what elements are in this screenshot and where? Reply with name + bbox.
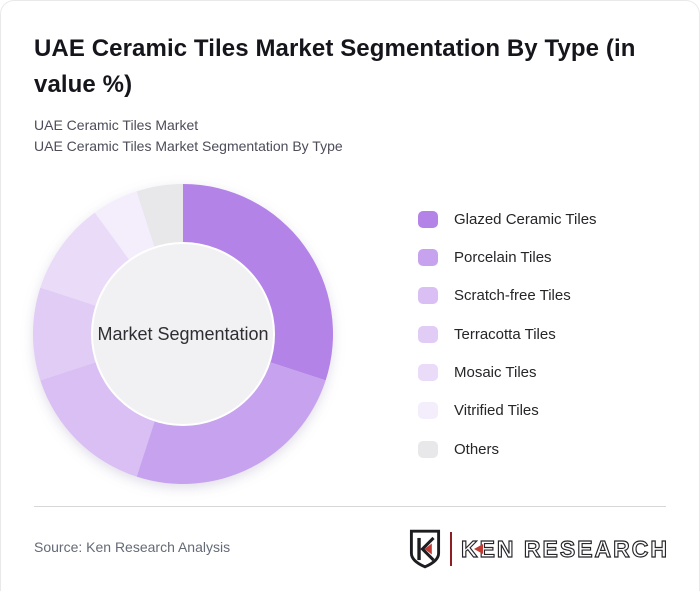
legend-label: Terracotta Tiles <box>454 325 556 343</box>
legend-label: Porcelain Tiles <box>454 248 552 266</box>
legend-item-4[interactable]: Terracotta Tiles <box>418 325 597 343</box>
legend-label: Scratch-free Tiles <box>454 287 571 305</box>
logo-shield-icon <box>409 529 440 569</box>
source-text: Source: Ken Research Analysis <box>34 539 231 555</box>
legend-item-1[interactable]: Glazed Ceramic Tiles <box>418 210 597 228</box>
logo-wordmark-k: K <box>460 535 483 563</box>
legend-label: Others <box>454 440 500 458</box>
chart-legend: Glazed Ceramic Tiles Porcelain Tiles Scr… <box>418 210 597 479</box>
chart-subtitles: UAE Ceramic Tiles Market UAE Ceramic Til… <box>34 115 343 157</box>
donut-segment-4[interactable] <box>32 287 98 381</box>
legend-item-7[interactable]: Others <box>418 440 597 458</box>
page-title: UAE Ceramic Tiles Market Segmentation By… <box>34 35 636 98</box>
legend-item-3[interactable]: Scratch-free Tiles <box>418 287 597 305</box>
legend-swatch <box>418 402 438 420</box>
legend-item-5[interactable]: Mosaic Tiles <box>418 364 597 382</box>
ken-research-logo: K EN RESEARCH <box>408 528 669 570</box>
logo-separator <box>449 532 452 566</box>
legend-swatch <box>418 210 438 228</box>
legend-item-6[interactable]: Vitrified Tiles <box>418 402 597 420</box>
legend-swatch <box>418 440 438 458</box>
donut-segment-2[interactable] <box>136 361 326 485</box>
subtitle-line-2: UAE Ceramic Tiles Market Segmentation By… <box>34 138 343 154</box>
donut-center-circle <box>91 242 275 426</box>
donut-chart: Market Segmentation <box>28 179 338 489</box>
footer-divider <box>34 506 666 507</box>
logo-red-triangle-icon <box>473 544 483 554</box>
legend-label: Glazed Ceramic Tiles <box>454 210 597 228</box>
legend-swatch <box>418 364 438 382</box>
logo-wordmark-rest: EN RESEARCH <box>479 535 669 562</box>
donut-segment-3[interactable] <box>40 361 156 477</box>
legend-swatch <box>418 287 438 305</box>
logo-wordmark: K EN RESEARCH <box>460 535 669 563</box>
donut-chart-svg <box>32 184 334 485</box>
legend-label: Mosaic Tiles <box>454 364 537 382</box>
donut-segment-6[interactable] <box>94 191 156 262</box>
legend-swatch <box>418 248 438 266</box>
subtitle-line-1: UAE Ceramic Tiles Market <box>34 117 199 133</box>
legend-label: Vitrified Tiles <box>454 402 539 420</box>
donut-segment-7[interactable] <box>136 184 183 249</box>
legend-item-2[interactable]: Porcelain Tiles <box>418 248 597 266</box>
legend-swatch <box>418 325 438 343</box>
